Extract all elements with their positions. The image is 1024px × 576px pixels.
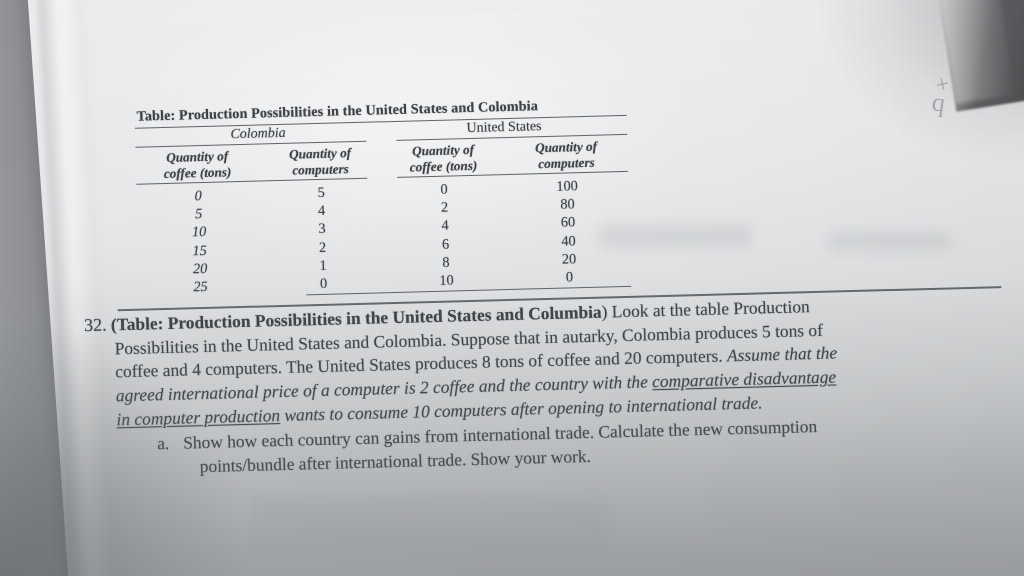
header-line-2: coffee (tons) — [163, 163, 232, 181]
column-header-us-computers: Quantity of computers — [504, 138, 628, 172]
table-body: 0 5 0 100 5 4 2 80 10 3 4 60 — [136, 176, 631, 298]
production-possibilities-table: Table: Production Possibilities in the U… — [134, 96, 632, 300]
cell-us-computers: 0 — [565, 269, 574, 286]
column-header-colombia-coffee: Quantity of coffee (tons) — [135, 148, 259, 182]
header-line-2: coffee (tons) — [409, 157, 478, 175]
question-line-3-italic: Assume that the — [726, 342, 838, 366]
underlined-comparative-disadvantage: comparative disadvantage — [651, 366, 837, 392]
question-number: 32. — [83, 314, 107, 336]
header-line-2: computers — [538, 154, 595, 171]
part-a-label: a. — [156, 433, 170, 454]
cell-colombia-coffee: 25 — [193, 278, 208, 296]
column-header-colombia-computers: Quantity of computers — [258, 144, 382, 178]
header-line-2: computers — [292, 160, 349, 178]
underlined-in-computer-production: in computer production — [116, 404, 281, 430]
cell-us-coffee: 10 — [439, 272, 454, 289]
cell-colombia-computers: 0 — [319, 275, 328, 292]
column-header-us-coffee: Quantity of coffee (tons) — [381, 141, 505, 175]
question-line-1-rest: ) Look at the table Production — [601, 296, 810, 322]
question-32: 32. (Table: Production Possibilities in … — [84, 289, 1000, 482]
